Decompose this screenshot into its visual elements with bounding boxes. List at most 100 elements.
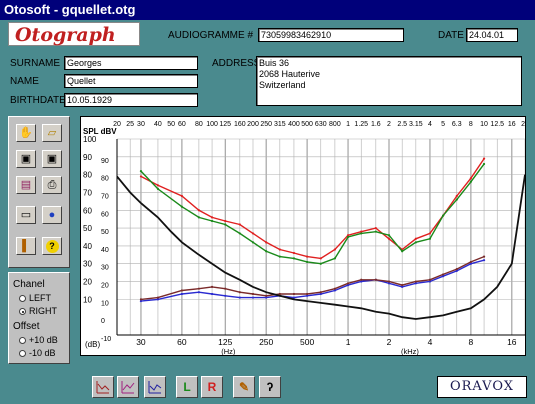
top-tick-label: 250 xyxy=(260,121,272,128)
y-tick-label-secondary: 40 xyxy=(101,247,109,254)
data-point xyxy=(346,234,350,237)
audiogramme-field[interactable]: 73059983462910 xyxy=(258,28,404,42)
y-tick-label-secondary: 20 xyxy=(101,283,109,290)
data-point xyxy=(224,223,227,226)
data-point xyxy=(428,232,432,235)
y-tick-label: 20 xyxy=(83,278,92,287)
data-point xyxy=(292,257,296,260)
print-preview-icon[interactable]: ⎙ xyxy=(42,176,62,194)
globe-icon[interactable]: ● xyxy=(42,206,62,224)
data-point xyxy=(469,260,472,264)
save-icon[interactable]: ▣ xyxy=(16,150,36,168)
radio-icon xyxy=(19,350,26,358)
bottom-tick-label: 60 xyxy=(177,337,187,347)
ear-icon[interactable]: ʔ xyxy=(259,376,281,398)
data-point xyxy=(251,232,255,235)
offset-plus-radio[interactable]: +10 dB xyxy=(19,335,58,345)
top-tick-label: 2 xyxy=(387,121,391,128)
offset-minus-label: -10 dB xyxy=(29,348,56,358)
date-field[interactable]: 24.04.01 xyxy=(466,28,518,42)
y-tick-label-secondary: 0 xyxy=(101,318,105,325)
bottom-tick-label: 4 xyxy=(428,337,433,347)
data-point xyxy=(374,278,377,281)
title-bar: Otosoft - gquellet.otg xyxy=(0,0,535,20)
radio-icon xyxy=(19,308,26,316)
data-point xyxy=(306,292,309,296)
top-tick-label: 4 xyxy=(428,121,432,128)
top-tick-label: 25 xyxy=(126,121,134,128)
data-point xyxy=(482,157,486,160)
data-point xyxy=(278,248,281,251)
data-point xyxy=(387,282,391,285)
data-point xyxy=(333,289,336,292)
data-point xyxy=(156,296,160,299)
brush-icon[interactable]: ✎ xyxy=(233,376,255,398)
data-point xyxy=(210,285,214,288)
channel-left-radio[interactable]: LEFT xyxy=(19,293,51,303)
data-point xyxy=(401,285,404,288)
data-point xyxy=(482,255,486,258)
audiogram-chart[interactable]: 20 25 30 40 50 60 80 100 125 160 200 250 315 400 500 63… xyxy=(80,116,529,356)
channel-panel: Chanel LEFT RIGHT Offset +10 dB -10 dB xyxy=(8,272,70,364)
name-field[interactable]: Quellet xyxy=(64,74,198,88)
birthdate-field[interactable]: 10.05.1929 xyxy=(64,93,198,107)
address-field[interactable]: Buis 36 2068 Hauterive Switzerland xyxy=(256,56,522,106)
app-logo: Otograph xyxy=(8,22,140,46)
y-tick-label: 70 xyxy=(83,188,92,197)
data-point xyxy=(401,284,404,287)
data-point xyxy=(180,194,183,198)
top-tick-label: 2.5 xyxy=(397,121,407,128)
data-point xyxy=(210,219,214,223)
offset-plus-label: +10 dB xyxy=(29,335,58,345)
data-point xyxy=(292,251,296,255)
data-point xyxy=(306,294,309,297)
y-axis-unit: (dB) xyxy=(85,340,100,349)
data-point xyxy=(428,280,432,283)
channel-label: Chanel xyxy=(13,279,45,290)
offset-minus-radio[interactable]: -10 dB xyxy=(19,348,56,358)
audiogram-svg: 20 25 30 40 50 60 80 100 125 160 200 250 315 400 500 63… xyxy=(83,121,529,356)
channel-right-radio[interactable]: RIGHT xyxy=(19,306,57,316)
top-tick-label: 80 xyxy=(195,121,203,128)
open-file-icon[interactable]: ✋ xyxy=(16,124,36,142)
eraser-icon[interactable]: ▭ xyxy=(16,206,36,224)
surname-field[interactable]: Georges xyxy=(64,56,198,70)
series-line xyxy=(140,163,485,265)
data-point xyxy=(442,275,445,278)
data-point xyxy=(428,278,432,281)
graph-right-icon[interactable] xyxy=(144,376,166,398)
top-tick-label: 8 xyxy=(469,121,473,128)
right-ear-button[interactable]: R xyxy=(201,376,223,398)
top-tick-label: 6.3 xyxy=(452,121,462,128)
top-tick-label: 630 xyxy=(315,121,327,128)
save-as-icon[interactable]: ▣ xyxy=(42,150,62,168)
data-point xyxy=(414,237,417,240)
data-point xyxy=(374,230,377,233)
top-tick-label: 1 xyxy=(346,121,350,128)
data-point xyxy=(319,257,322,260)
data-point xyxy=(333,248,336,251)
data-point xyxy=(469,180,472,183)
data-point xyxy=(210,216,214,219)
left-ear-button[interactable]: L xyxy=(176,376,198,398)
y-tick-label: 60 xyxy=(83,206,92,215)
bottom-tick-label: 8 xyxy=(469,337,474,347)
top-tick-label: 400 xyxy=(288,121,300,128)
data-point xyxy=(180,205,183,208)
help-icon[interactable]: ? xyxy=(42,237,62,255)
data-point xyxy=(197,209,200,212)
offset-label: Offset xyxy=(13,321,40,332)
data-point xyxy=(139,300,143,303)
data-point xyxy=(265,250,268,253)
data-point xyxy=(139,175,143,178)
print-icon[interactable]: ▤ xyxy=(16,176,36,194)
data-point xyxy=(374,226,377,230)
folder-icon[interactable]: ▱ xyxy=(42,124,62,142)
radio-icon xyxy=(19,295,26,303)
exit-icon[interactable]: ▌ xyxy=(16,237,36,255)
x-axis-label-hz: (Hz) xyxy=(221,347,236,355)
graph-view-icon[interactable] xyxy=(92,376,114,398)
data-point xyxy=(469,262,472,265)
graph-left-icon[interactable] xyxy=(117,376,139,398)
y-tick-label-secondary: -10 xyxy=(101,336,111,343)
